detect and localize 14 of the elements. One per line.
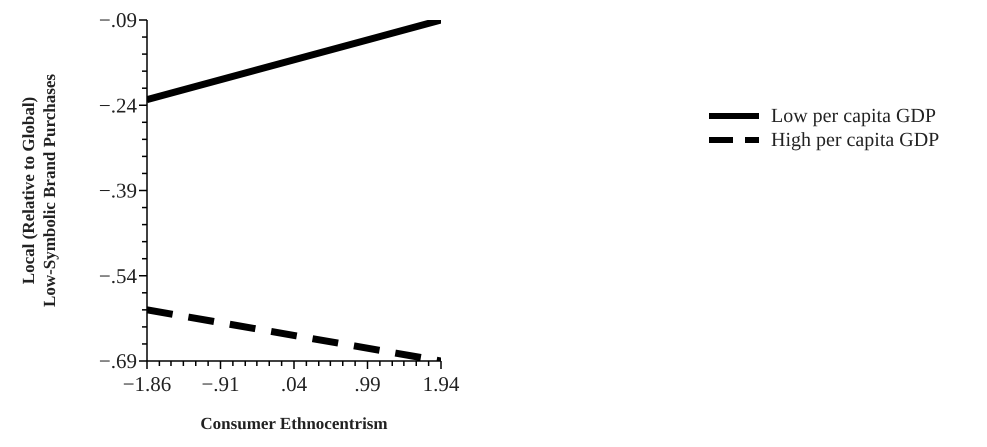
x-axis-title: Consumer Ethnocentrism xyxy=(200,414,388,433)
x-tick-label: −.91 xyxy=(201,372,240,396)
x-tick-label: 1.94 xyxy=(422,372,460,396)
y-tick-label: −.54 xyxy=(98,264,138,288)
x-tick-label: .04 xyxy=(280,372,308,396)
legend-label: Low per capita GDP xyxy=(771,104,936,128)
x-tick-label: −1.86 xyxy=(122,372,172,396)
y-tick-label: −.09 xyxy=(98,8,137,32)
x-tick-label: .99 xyxy=(354,372,381,396)
y-tick-label: −.24 xyxy=(98,93,138,118)
legend-label: High per capita GDP xyxy=(771,128,940,152)
y-tick-label: −.39 xyxy=(98,178,137,202)
y-tick-label: −.69 xyxy=(98,349,137,373)
y-axis-title: Local (Relative to Global) Low-Symbolic Brand Purchases xyxy=(19,74,59,307)
